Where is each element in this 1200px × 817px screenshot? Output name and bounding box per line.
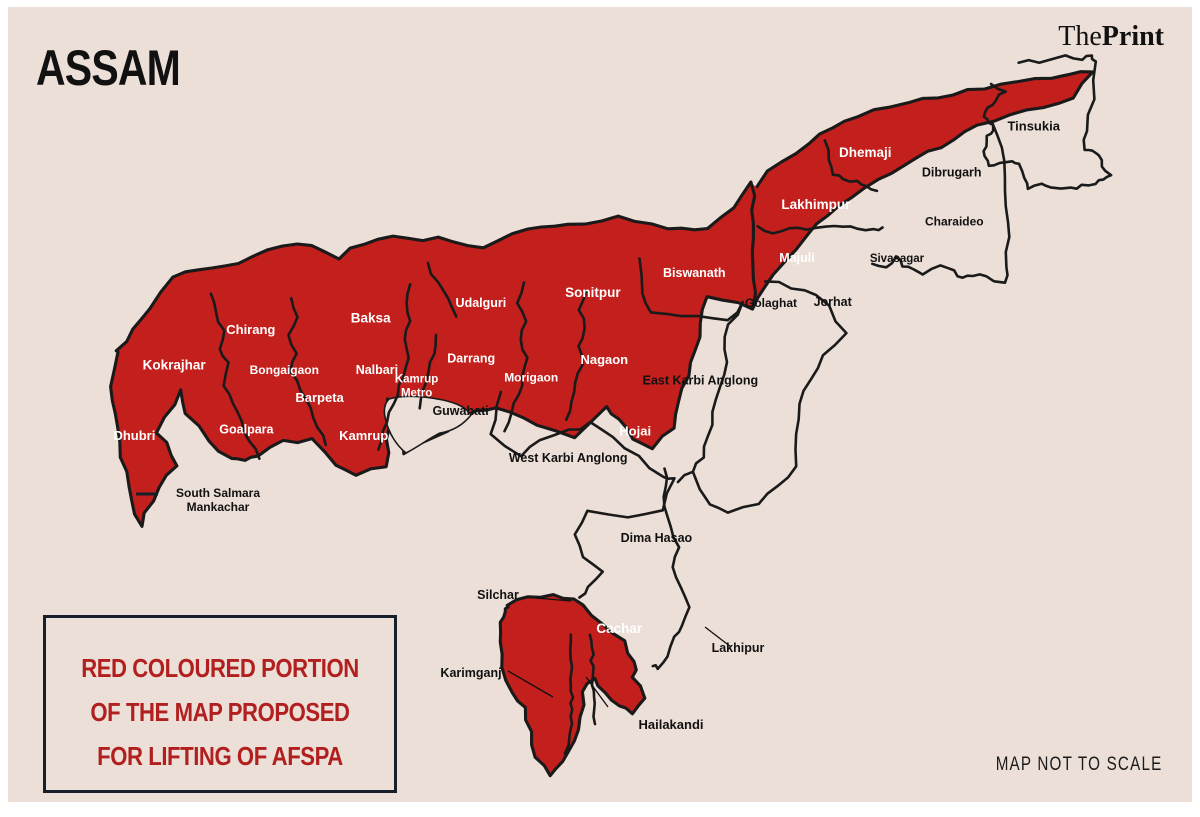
svg-text:Udalguri: Udalguri <box>456 296 507 310</box>
svg-text:Charaideo: Charaideo <box>925 215 984 229</box>
svg-text:Tinsukia: Tinsukia <box>1007 119 1060 134</box>
svg-text:Lakhimpur: Lakhimpur <box>781 197 851 212</box>
svg-text:Morigaon: Morigaon <box>504 371 558 385</box>
svg-text:Sonitpur: Sonitpur <box>565 285 621 300</box>
svg-text:West Karbi Anglong: West Karbi Anglong <box>509 451 628 465</box>
svg-text:Hailakandi: Hailakandi <box>638 717 703 732</box>
svg-text:Kamrup: Kamrup <box>395 374 438 386</box>
svg-text:Cachar: Cachar <box>596 621 643 636</box>
svg-text:Dhubri: Dhubri <box>113 428 155 443</box>
svg-text:Lakhipur: Lakhipur <box>712 641 765 655</box>
svg-text:Chirang: Chirang <box>226 322 275 337</box>
svg-text:Dima Hasao: Dima Hasao <box>621 531 693 545</box>
svg-text:Guwahati: Guwahati <box>432 404 488 418</box>
svg-text:East Karbi Anglong: East Karbi Anglong <box>643 373 759 387</box>
svg-text:Darrang: Darrang <box>447 351 495 365</box>
svg-text:Hojai: Hojai <box>619 424 651 439</box>
svg-text:Nalbari: Nalbari <box>356 363 398 377</box>
svg-text:Karimganj: Karimganj <box>440 666 501 680</box>
svg-text:Golaghat: Golaghat <box>745 296 797 310</box>
svg-text:Kokrajhar: Kokrajhar <box>143 357 207 372</box>
svg-text:Sivasagar: Sivasagar <box>870 253 925 265</box>
svg-text:Mankachar: Mankachar <box>187 500 250 514</box>
svg-text:Baksa: Baksa <box>351 311 391 326</box>
svg-text:Dhemaji: Dhemaji <box>839 145 892 160</box>
svg-text:Metro: Metro <box>401 388 432 400</box>
svg-text:Biswanath: Biswanath <box>663 266 726 280</box>
svg-text:Majuli: Majuli <box>779 251 814 265</box>
svg-text:Dibrugarh: Dibrugarh <box>922 165 982 179</box>
svg-text:South Salmara: South Salmara <box>176 486 260 500</box>
svg-text:Barpeta: Barpeta <box>295 390 344 405</box>
svg-text:Nagaon: Nagaon <box>580 352 628 367</box>
svg-text:Bongaigaon: Bongaigaon <box>250 363 319 377</box>
svg-text:Goalpara: Goalpara <box>219 423 274 437</box>
svg-text:Silchar: Silchar <box>477 588 519 602</box>
svg-text:Jorhat: Jorhat <box>814 295 853 309</box>
svg-text:Kamrup: Kamrup <box>339 428 388 443</box>
